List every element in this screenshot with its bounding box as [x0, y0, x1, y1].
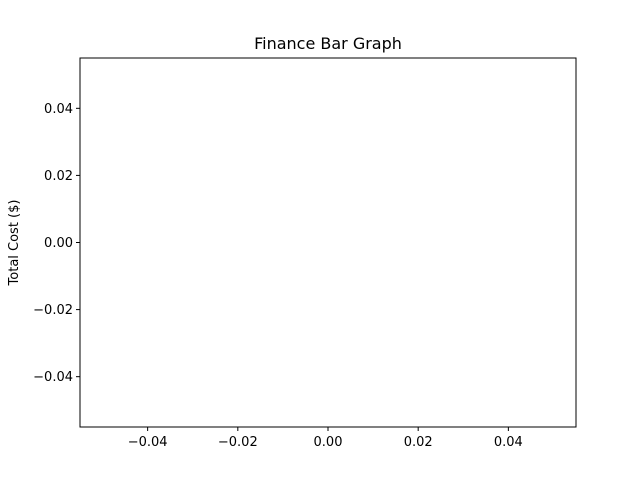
y-tick-label: 0.00 [44, 236, 73, 251]
y-axis-label: Total Cost ($) [7, 200, 22, 287]
x-tick-label: 0.02 [404, 435, 433, 450]
y-axis: −0.04 −0.02 0.00 0.02 0.04 [33, 102, 80, 385]
y-tick-label: 0.02 [44, 169, 73, 184]
y-tick-label: −0.04 [33, 370, 73, 385]
plot-background [80, 58, 576, 427]
chart-title: Finance Bar Graph [254, 34, 402, 53]
y-tick-label: −0.02 [33, 303, 73, 318]
x-axis: −0.04 −0.02 0.00 0.02 0.04 [128, 427, 523, 450]
plot-area [79, 57, 577, 428]
y-tick-label: 0.04 [44, 102, 73, 117]
x-tick-label: 0.04 [494, 435, 523, 450]
x-tick-label: −0.04 [128, 435, 168, 450]
x-tick-label: −0.02 [218, 435, 258, 450]
x-tick-label: 0.00 [314, 435, 343, 450]
